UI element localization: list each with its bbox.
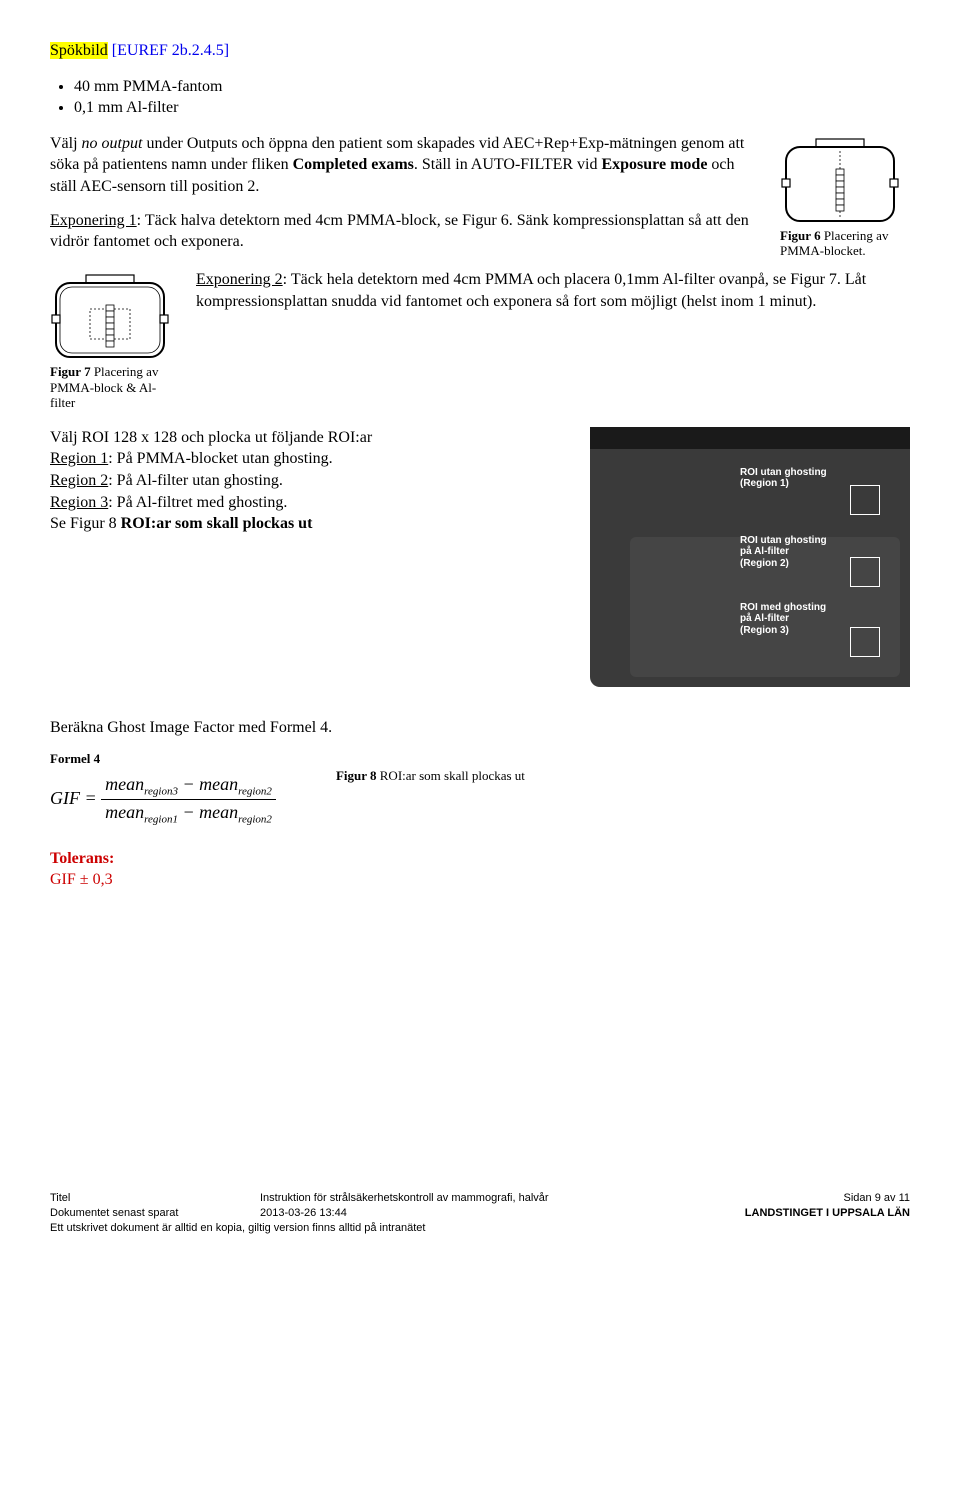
footer-title-value: Instruktion för strålsäkerhetskontroll a… bbox=[230, 1191, 844, 1206]
footer-disclaimer: Ett utskrivet dokument är alltid en kopi… bbox=[50, 1221, 910, 1236]
footer-org: LANDSTINGET I UPPSALA LÄN bbox=[745, 1206, 910, 1221]
roi-box-3 bbox=[850, 627, 880, 657]
roi-label-1: ROI utan ghosting(Region 1) bbox=[740, 467, 827, 490]
list-item: 40 mm PMMA-fantom bbox=[74, 76, 910, 98]
figure-6-caption: Figur 6 Placering av PMMA-blocket. bbox=[780, 228, 910, 259]
formula-block: Formel 4 GIF = meanregion3 − meanregion2… bbox=[50, 750, 276, 827]
tolerance-value: GIF ± 0,3 bbox=[50, 869, 910, 891]
formula-label: Formel 4 bbox=[50, 750, 276, 768]
gif-formula: GIF = meanregion3 − meanregion2 meanregi… bbox=[50, 772, 276, 828]
pmma-diagram-full bbox=[50, 269, 170, 364]
footer-title-label: Titel bbox=[50, 1191, 230, 1206]
tolerance-block: Tolerans: GIF ± 0,3 bbox=[50, 848, 910, 891]
figure-7: Figur 7 Placering av PMMA-block & Al-fil… bbox=[50, 269, 180, 411]
figure-7-caption: Figur 7 Placering av PMMA-block & Al-fil… bbox=[50, 364, 180, 411]
roi-box-1 bbox=[850, 485, 880, 515]
equipment-list: 40 mm PMMA-fantom 0,1 mm Al-filter bbox=[74, 76, 910, 119]
page-footer: Titel Instruktion för strålsäkerhetskont… bbox=[50, 1191, 910, 1236]
roi-box-2 bbox=[850, 557, 880, 587]
footer-page-number: Sidan 9 av 11 bbox=[844, 1191, 910, 1206]
list-item: 0,1 mm Al-filter bbox=[74, 97, 910, 119]
footer-saved-value: 2013-03-26 13:44 bbox=[230, 1206, 745, 1221]
figure-8-image: ROI utan ghosting(Region 1) ROI utan gho… bbox=[590, 427, 910, 687]
section-heading: Spökbild [EUREF 2b.2.4.5] bbox=[50, 40, 910, 62]
pmma-diagram-half bbox=[780, 133, 900, 228]
heading-highlight: Spökbild bbox=[50, 42, 108, 59]
roi-overlay: ROI utan ghosting(Region 1) ROI utan gho… bbox=[590, 427, 910, 687]
figure-8-caption: Figur 8 ROI:ar som skall plockas ut bbox=[336, 750, 525, 784]
footer-saved-label: Dokumentet senast sparat bbox=[50, 1206, 230, 1221]
heading-ref: [EUREF 2b.2.4.5] bbox=[108, 42, 229, 59]
figure-6: Figur 6 Placering av PMMA-blocket. bbox=[780, 133, 910, 259]
tolerance-label: Tolerans: bbox=[50, 848, 910, 870]
roi-label-2: ROI utan ghostingpå Al-filter(Region 2) bbox=[740, 535, 827, 570]
roi-label-3: ROI med ghostingpå Al-filter(Region 3) bbox=[740, 602, 826, 637]
ghost-calc-text: Beräkna Ghost Image Factor med Formel 4. bbox=[50, 717, 910, 739]
